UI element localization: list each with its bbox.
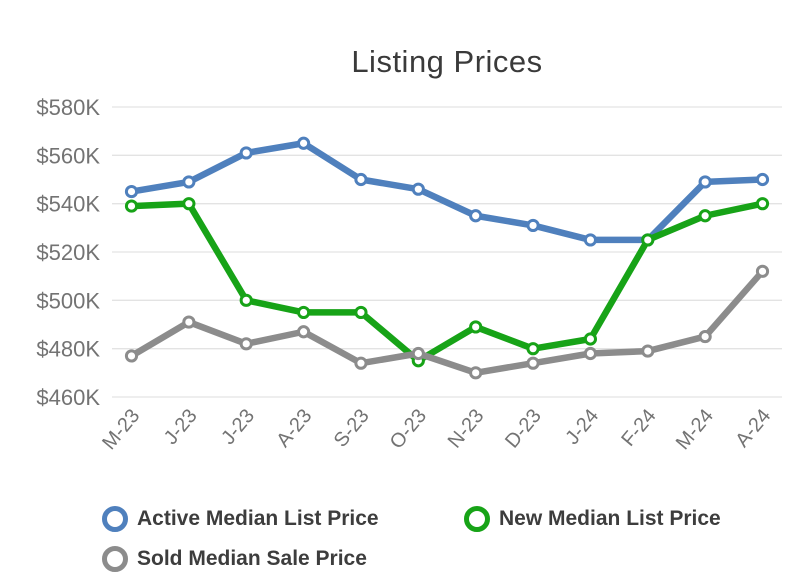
data-point-marker [526, 356, 540, 370]
y-tick-label: $540K [36, 192, 100, 217]
data-point-marker [755, 197, 770, 211]
series-line [128, 140, 766, 244]
legend-marker-green-ring-icon [464, 506, 490, 532]
chart-svg: $460K $480K $500K $520K $540K $560K $580K M-23 J… [36, 95, 782, 454]
legend-label: Sold Median Sale Price [137, 547, 367, 570]
data-point-marker [124, 199, 139, 213]
x-tick-label: S-23 [330, 405, 374, 452]
y-tick-label: $520K [36, 240, 100, 265]
data-point-marker [182, 175, 196, 189]
y-tick-label: $480K [36, 337, 100, 362]
data-point-marker [354, 356, 368, 370]
data-point-marker [239, 293, 253, 307]
series-line [128, 200, 766, 364]
y-tick-label: $500K [36, 288, 100, 313]
data-point-marker [469, 320, 483, 334]
data-point-marker [583, 346, 598, 361]
x-tick-label: A-24 [731, 405, 775, 452]
data-point-marker [354, 305, 368, 320]
legend-marker-blue-ring-icon [102, 506, 128, 532]
data-point-marker [641, 233, 655, 247]
data-point-marker [296, 325, 311, 339]
data-point-marker [239, 146, 253, 160]
data-point-marker [296, 305, 311, 320]
chart-title: Listing Prices [351, 44, 543, 79]
x-tick-label: O-23 [386, 405, 431, 453]
x-tick-label: J-23 [160, 405, 202, 449]
data-point-marker [411, 182, 425, 196]
data-point-marker [698, 209, 712, 223]
data-point-marker [526, 218, 540, 233]
data-point-marker [698, 175, 712, 189]
data-point-marker [755, 264, 770, 278]
data-point-marker [182, 197, 196, 211]
data-point-marker [469, 209, 483, 223]
legend-label: Active Median List Price [137, 507, 379, 530]
x-tick-label: N-23 [444, 405, 489, 452]
data-point-marker [296, 136, 311, 150]
data-point-marker [641, 344, 655, 358]
x-tick-label: M-24 [672, 405, 718, 454]
data-point-marker [583, 332, 598, 346]
legend-marker-gray-ring-icon [102, 546, 128, 572]
data-point-marker [698, 329, 712, 344]
chart-legend: Active Median List Price New Median List… [102, 502, 808, 576]
data-point-marker [124, 349, 139, 363]
legend-item-sold-median-sale-price[interactable]: Sold Median Sale Price [102, 542, 367, 576]
data-point-marker [411, 346, 425, 361]
x-tick-label: F-24 [617, 405, 660, 451]
data-point-marker [755, 172, 770, 187]
x-tick-label: M-23 [98, 405, 144, 454]
x-tick-label: J-24 [561, 405, 603, 449]
data-point-marker [583, 233, 598, 247]
legend-label: New Median List Price [499, 507, 721, 530]
data-point-marker [526, 342, 540, 356]
legend-item-new-median-list-price[interactable]: New Median List Price [464, 502, 721, 536]
series-line [128, 268, 766, 377]
data-point-marker [182, 315, 196, 329]
x-tick-label: J-23 [217, 405, 259, 449]
legend-item-active-median-list-price[interactable]: Active Median List Price [102, 502, 464, 536]
x-tick-label: D-23 [501, 405, 546, 452]
data-point-marker [124, 184, 139, 199]
y-tick-label: $460K [36, 385, 100, 410]
y-tick-label: $580K [36, 95, 100, 120]
data-point-marker [354, 172, 368, 187]
y-tick-label: $560K [36, 143, 100, 168]
data-point-marker [239, 337, 253, 351]
x-tick-label: A-23 [272, 405, 316, 452]
data-point-marker [469, 366, 483, 380]
